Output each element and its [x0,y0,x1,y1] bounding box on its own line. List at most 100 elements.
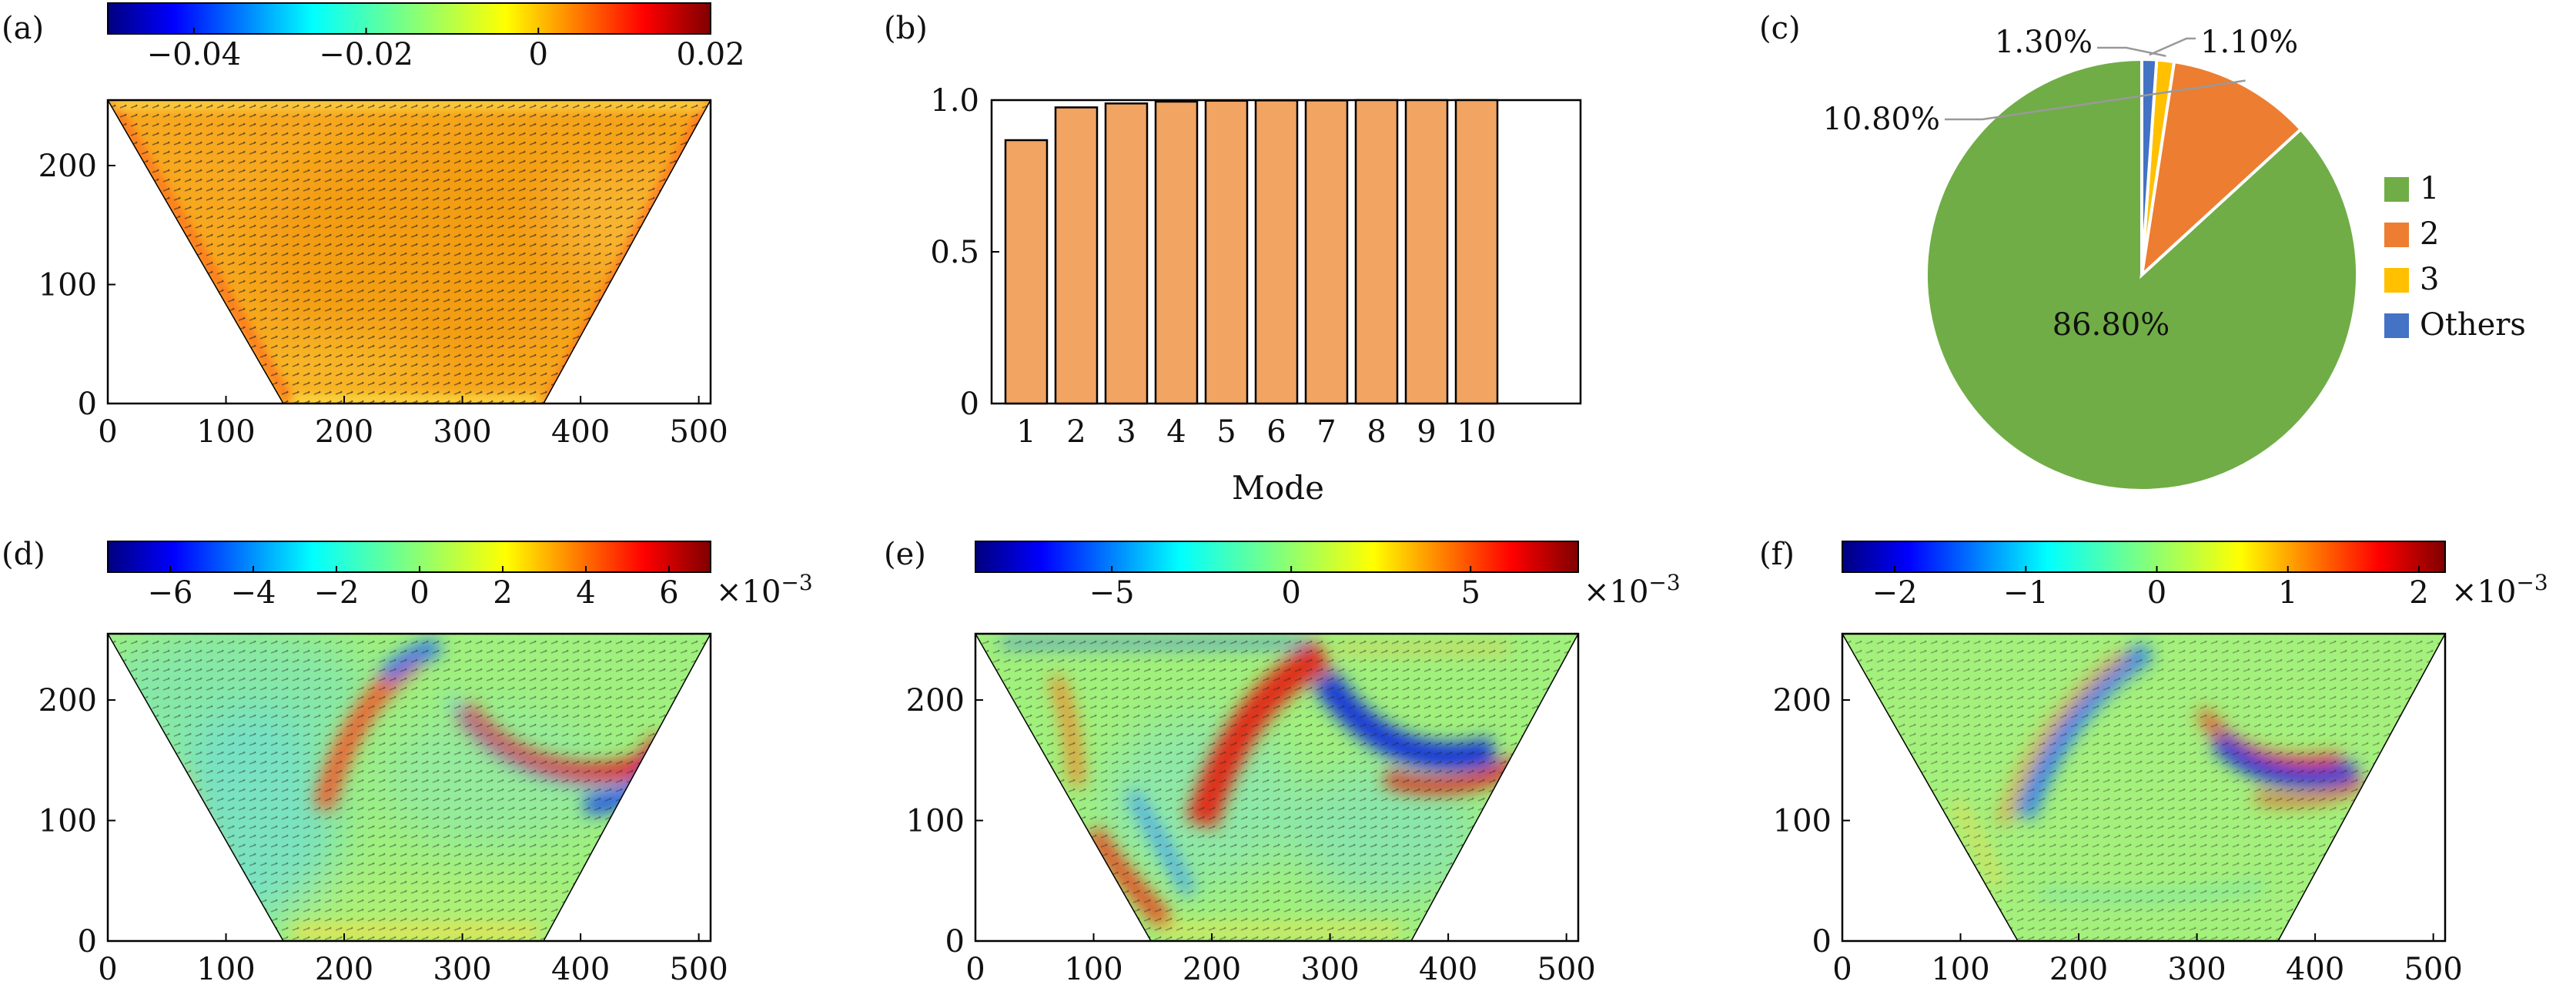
ytick-label: 0 [78,924,97,959]
bar [1054,106,1099,405]
xtick-label: 200 [315,414,373,450]
panel-a-axes-frame [106,99,712,405]
ytick-label: 100 [38,804,97,839]
xtick-label: 0 [1832,952,1852,987]
edge-line [543,633,711,942]
xtick-label: 500 [2404,952,2462,987]
colorbar-ticks: −0.04 −0.02 0 0.02 [147,28,745,72]
edge-line [543,99,711,404]
pie-leader-line [2149,37,2196,56]
panel-d-field [107,633,711,942]
panel-e-yticks: 0 100 200 [906,683,983,959]
quiver-overlay [975,634,1578,941]
colorbar-tick-label: −0.04 [147,37,242,72]
panel-f-label: (f) [1759,537,1795,572]
panel-d-xticks: 0 100 200 300 400 500 [98,933,728,987]
pie-slice [2140,57,2159,276]
xtick-label: 0 [98,414,117,450]
colorbar-gradient [975,541,1579,573]
colorbar-tick-label: 5 [1460,575,1480,611]
bar [1204,99,1249,405]
legend-label: 1 [2420,171,2439,206]
legend-swatch [2384,223,2409,247]
edge-line [2277,633,2446,942]
colorbar-gradient [107,541,711,573]
xtick-label: 100 [196,952,255,987]
quiver-overlay [108,100,711,404]
xtick-label: 0 [98,952,117,987]
panel-c-pie [1925,57,2359,492]
xtick-label: 300 [2167,952,2226,987]
ytick-label: 0 [78,387,97,422]
legend-label: 2 [2420,216,2439,252]
panel-e: (e) −5 0 5 ×10−3 [884,537,1681,987]
panel-a-yticks: 0 100 200 [38,149,115,422]
panel-e-label: (e) [884,537,926,572]
ytick-label: 0 [1812,924,1832,959]
pie-leader-line [1945,79,2246,121]
colorbar-tick-label: −2 [314,575,360,611]
xtick-label: 400 [1419,952,1477,987]
panel-e-colorbar: −5 0 5 ×10−3 [975,541,1681,611]
colorbar-ticks: −2 −1 0 1 2 [1872,566,2429,611]
panel-a-field [107,99,711,404]
panel-f: (f) −2 −1 0 1 2 ×10−3 [1759,537,2548,987]
ytick-label: 100 [38,267,97,303]
xtick-label: 4 [1166,414,1186,450]
panel-f-xticks: 0 100 200 300 400 500 [1832,933,2463,987]
xtick-label: 300 [1300,952,1359,987]
ytick-label: 100 [1773,804,1832,839]
bar [1154,100,1199,405]
bar [1104,102,1149,405]
colorbar-tick-label: −5 [1089,575,1135,611]
edge-line [975,633,1152,942]
ytick-label: 0 [960,387,979,422]
xtick-label: 3 [1116,414,1136,450]
xtick-label: 300 [433,952,491,987]
quiver-overlay [1842,634,2445,941]
colorbar-tick-label: 0 [410,575,429,611]
bar [1354,99,1399,405]
xtick-label: 200 [2049,952,2108,987]
xtick-label: 500 [669,952,728,987]
panel-f-axes-frame [1841,632,2447,943]
panel-d-yticks: 0 100 200 [38,683,115,959]
ytick-label: 200 [906,683,965,718]
panel-b-xticks: 1 2 3 4 5 6 7 8 9 10 [1016,414,1496,450]
colorbar-tick-label: 0 [2147,575,2166,611]
panel-b: (b) 0 0.5 1.0 1 2 3 4 5 6 7 8 9 10 Mode [884,11,1582,507]
panel-d-colorbar: −6 −4 −2 0 2 4 6 ×10−3 [107,541,813,611]
pie-value-label: 10.80% [1822,102,1940,137]
panel-f-colorbar: −2 −1 0 1 2 ×10−3 [1842,541,2548,611]
colorbar-tick-label: −0.02 [319,37,413,72]
colorbar-tick-label: −2 [1872,575,1918,611]
xtick-label: 200 [315,952,373,987]
xtick-label: 400 [551,952,610,987]
panel-d-axes-frame [106,632,712,943]
panel-e-axes-frame [974,632,1580,943]
bar [1004,139,1049,405]
xtick-label: 100 [1064,952,1122,987]
xtick-label: 400 [2286,952,2344,987]
colorbar-tick-label: 2 [493,575,512,611]
panel-e-xticks: 0 100 200 300 400 500 [965,933,1596,987]
panel-f-yticks: 0 100 200 [1773,683,1850,959]
bar [1254,99,1299,405]
xtick-label: 7 [1316,414,1336,450]
ytick-label: 200 [38,683,97,718]
panel-f-field [1842,633,2446,942]
pie-slice [1925,57,2359,492]
xtick-label: 6 [1266,414,1286,450]
pie-value-label: 1.30% [1995,25,2093,60]
xtick-label: 200 [1183,952,1241,987]
xtick-label: 2 [1066,414,1086,450]
xtick-label: 500 [1537,952,1595,987]
panel-b-yticks: 0 0.5 1.0 [930,83,999,422]
legend-swatch [2384,177,2409,202]
xtick-label: 10 [1457,414,1497,450]
panel-c: (c) 86.80% 10.80% 1.30% 1.10% 1 2 3 Others [1759,11,2526,492]
panel-a: (a) −0.04 −0.02 0 0.02 [2,2,745,450]
panel-b-bars [1004,99,1499,405]
bar [1404,99,1449,405]
colorbar-tick-label: 4 [576,575,595,611]
